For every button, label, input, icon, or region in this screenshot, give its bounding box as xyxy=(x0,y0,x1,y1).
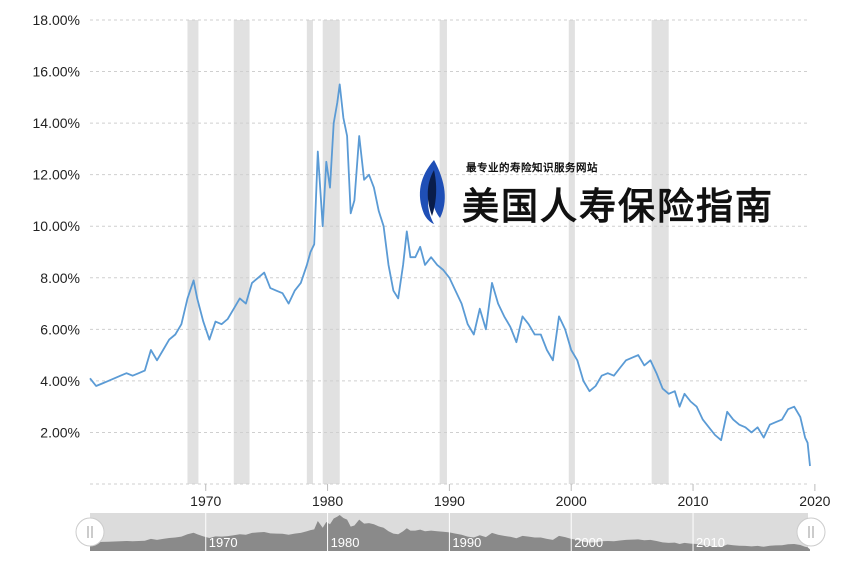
recession-band-3 xyxy=(322,20,340,484)
series-line-0 xyxy=(89,83,811,467)
navigator-tick-label: 2000 xyxy=(574,535,603,550)
y-tick-label: 2.00% xyxy=(40,424,80,440)
flame-logo-icon xyxy=(419,160,445,224)
y-tick-label: 18.00% xyxy=(33,12,80,28)
navigator-right-handle[interactable] xyxy=(796,517,826,547)
y-tick-label: 4.00% xyxy=(40,373,80,389)
gridlines xyxy=(90,19,810,485)
y-tick-label: 6.00% xyxy=(40,321,80,337)
navigator-tick-label: 1990 xyxy=(452,535,481,550)
recession-band-6 xyxy=(651,20,669,484)
y-axis: 2.00% 4.00% 6.00% 8.00% 10.00% 12.00% 14.00% 16… xyxy=(33,12,80,440)
recession-band-0 xyxy=(187,20,199,484)
range-navigator[interactable]: 1970 1980 1990 2000 2010 xyxy=(75,513,826,551)
navigator-left-handle[interactable] xyxy=(75,517,105,547)
watermark-logo: 最专业的寿险知识服务网站 美国人寿保险指南 xyxy=(412,156,807,228)
x-axis: 1970 1980 1990 2000 2010 2020 xyxy=(190,484,831,509)
y-tick-label: 16.00% xyxy=(33,64,80,80)
y-tick-label: 14.00% xyxy=(33,115,80,131)
x-tick-label: 2020 xyxy=(799,493,830,509)
y-tick-label: 8.00% xyxy=(40,270,80,286)
recession-band-1 xyxy=(233,20,250,484)
x-tick-label: 1990 xyxy=(434,493,465,509)
series-layer xyxy=(89,83,811,467)
recession-bands xyxy=(187,20,669,484)
navigator-axis: 1970 1980 1990 2000 2010 xyxy=(205,513,725,551)
recession-band-4 xyxy=(439,20,447,484)
x-tick-label: 1980 xyxy=(312,493,343,509)
navigator-tick-label: 2010 xyxy=(696,535,725,550)
y-tick-label: 12.00% xyxy=(33,167,80,183)
navigator-tick-label: 1970 xyxy=(209,535,238,550)
x-tick-label: 1970 xyxy=(190,493,221,509)
recession-band-5 xyxy=(568,20,575,484)
navigator-tick-label: 1980 xyxy=(331,535,360,550)
x-tick-label: 2010 xyxy=(677,493,708,509)
x-tick-label: 2000 xyxy=(556,493,587,509)
navigator-area xyxy=(90,515,810,551)
y-tick-label: 10.00% xyxy=(33,218,80,234)
